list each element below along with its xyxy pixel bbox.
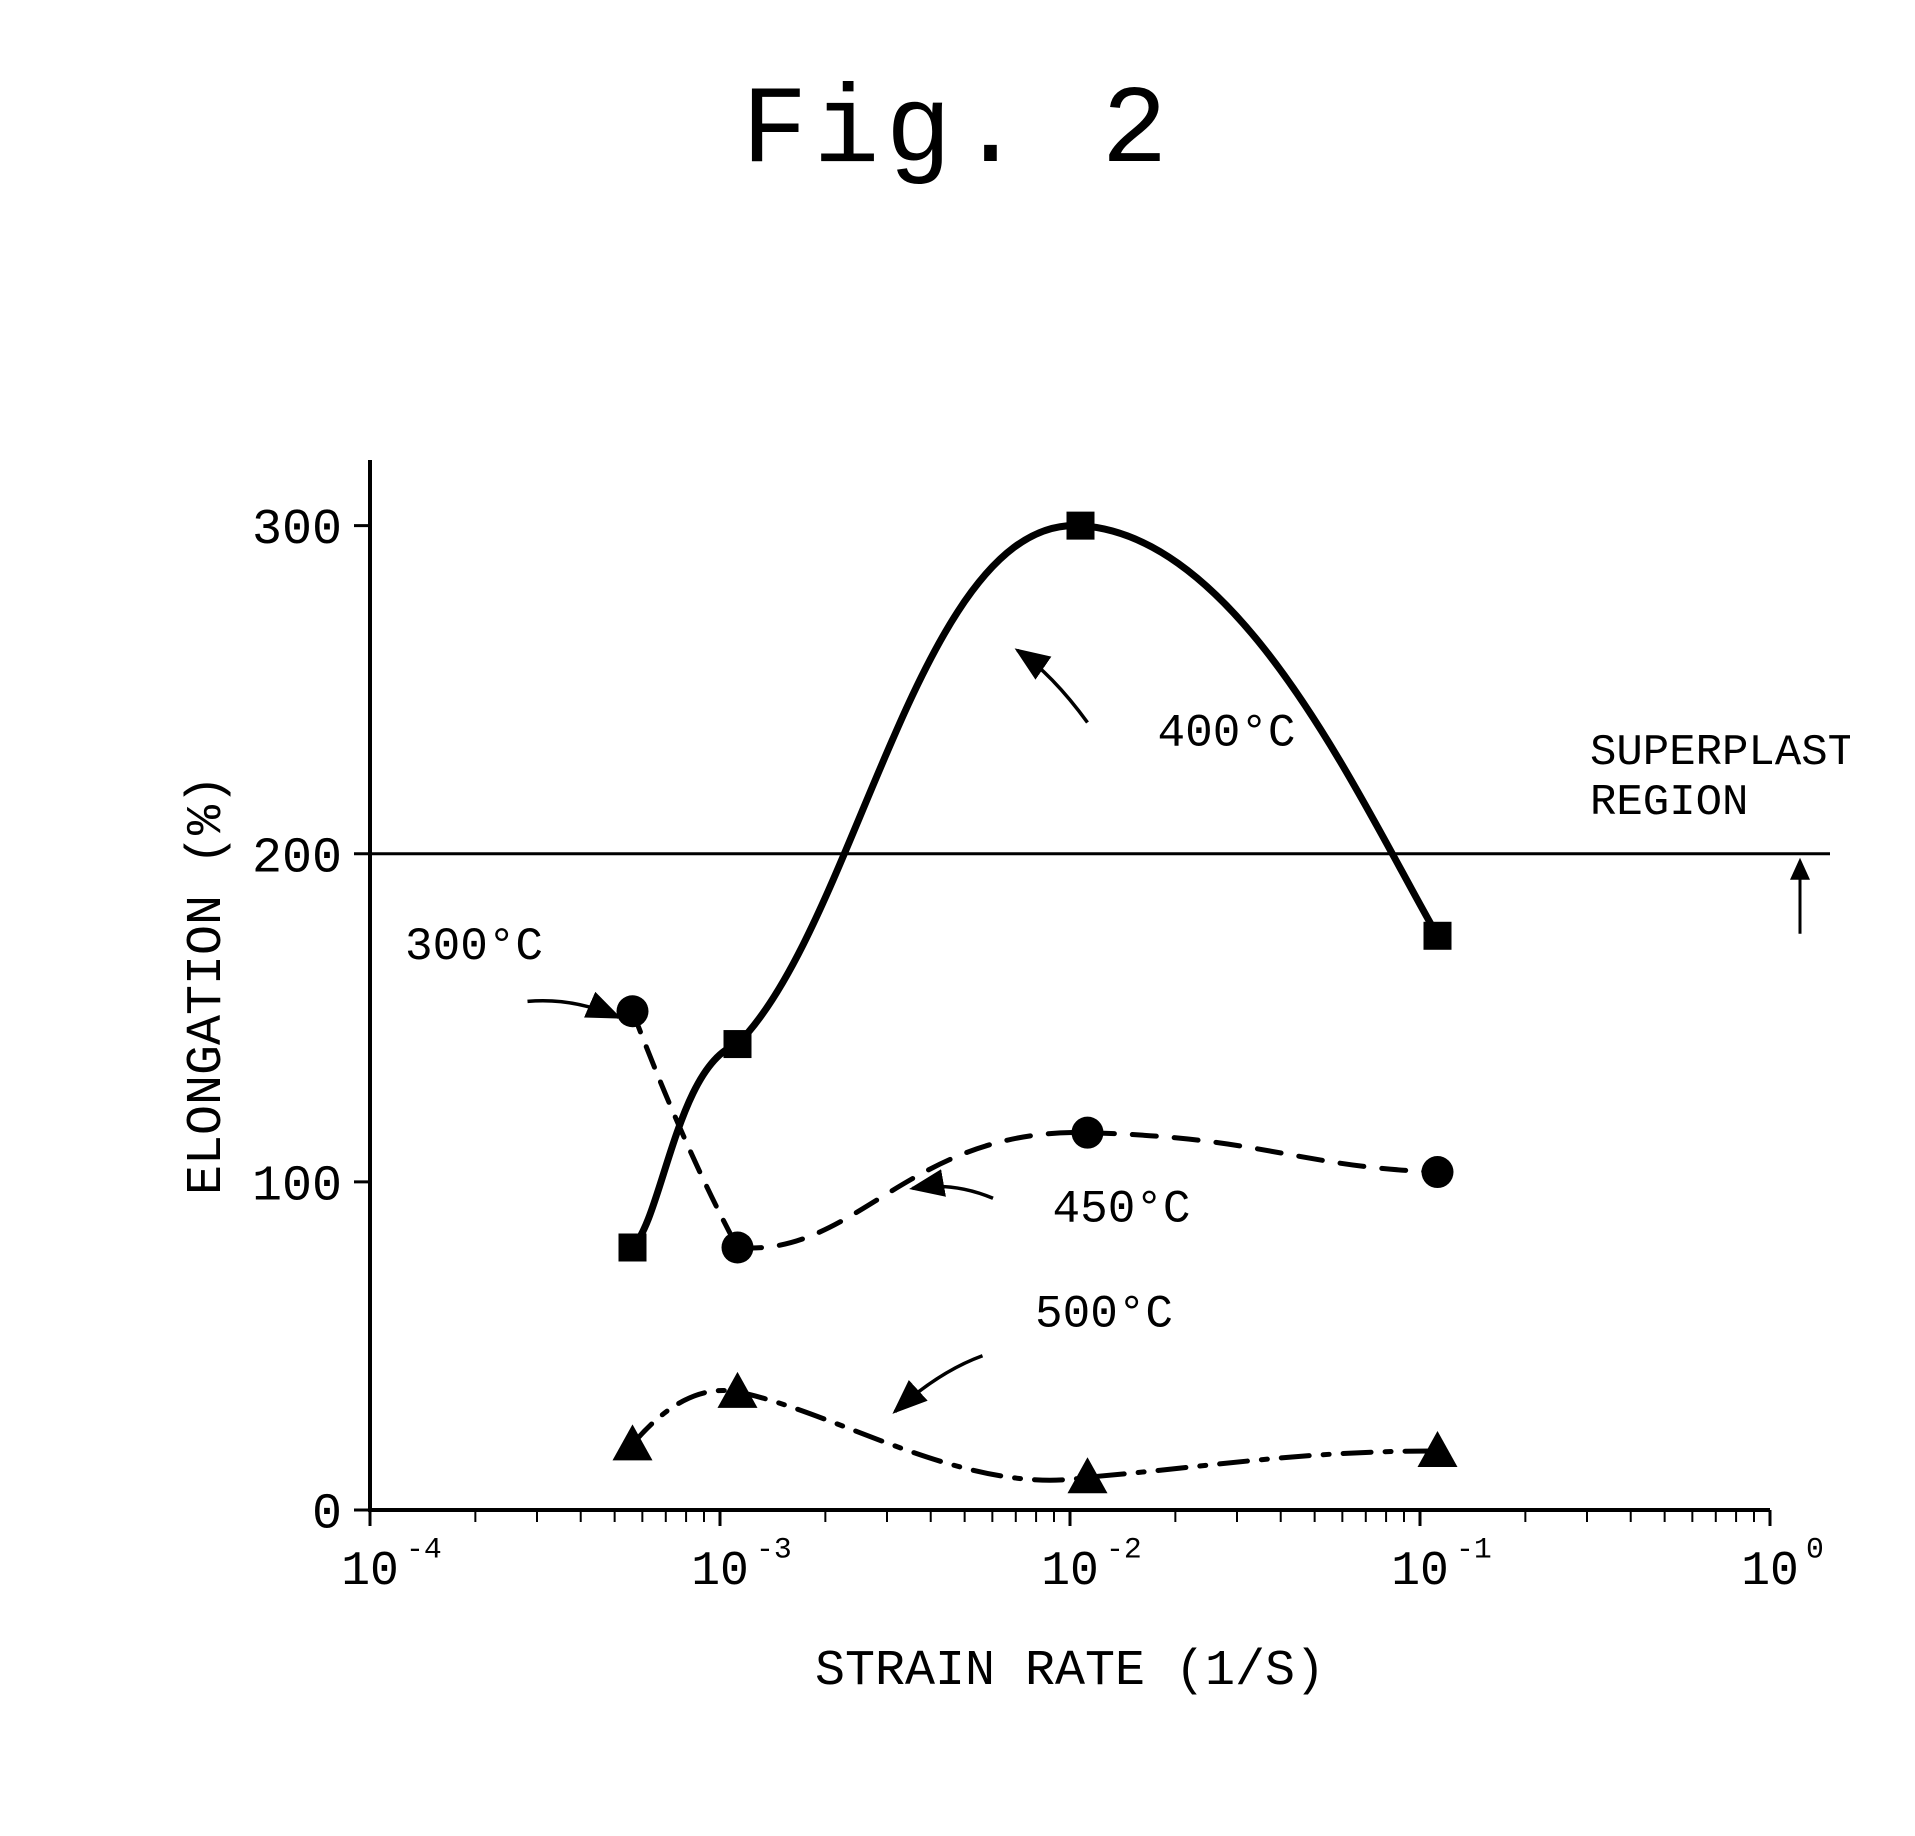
figure-title: Fig. 2: [0, 70, 1915, 195]
svg-text:-2: -2: [1106, 1533, 1142, 1567]
svg-text:10: 10: [1391, 1545, 1449, 1599]
svg-text:-4: -4: [406, 1533, 442, 1567]
svg-text:300: 300: [252, 502, 342, 559]
svg-text:10: 10: [691, 1545, 749, 1599]
svg-text:200: 200: [252, 830, 342, 887]
chart-svg: 010020030010-410-310-210-1100ELONGATION …: [150, 430, 1850, 1730]
svg-text:300°C: 300°C: [405, 921, 543, 973]
svg-text:100: 100: [252, 1158, 342, 1215]
svg-text:ELONGATION (%): ELONGATION (%): [179, 775, 236, 1195]
svg-text:400°C: 400°C: [1158, 707, 1296, 759]
svg-text:0: 0: [1806, 1533, 1824, 1567]
chart-container: 010020030010-410-310-210-1100ELONGATION …: [150, 430, 1850, 1730]
svg-text:10: 10: [341, 1545, 399, 1599]
page: Fig. 2 010020030010-410-310-210-1100ELON…: [0, 0, 1915, 1836]
svg-text:-3: -3: [756, 1533, 792, 1567]
svg-text:REGION: REGION: [1590, 778, 1748, 828]
svg-text:STRAIN RATE (1/S): STRAIN RATE (1/S): [815, 1643, 1325, 1700]
svg-text:10: 10: [1741, 1545, 1799, 1599]
svg-text:500°C: 500°C: [1035, 1288, 1173, 1340]
svg-text:10: 10: [1041, 1545, 1099, 1599]
svg-text:SUPERPLASTICITY: SUPERPLASTICITY: [1590, 728, 1850, 778]
svg-text:-1: -1: [1456, 1533, 1492, 1567]
svg-text:0: 0: [312, 1487, 342, 1544]
svg-text:450°C: 450°C: [1053, 1183, 1191, 1235]
